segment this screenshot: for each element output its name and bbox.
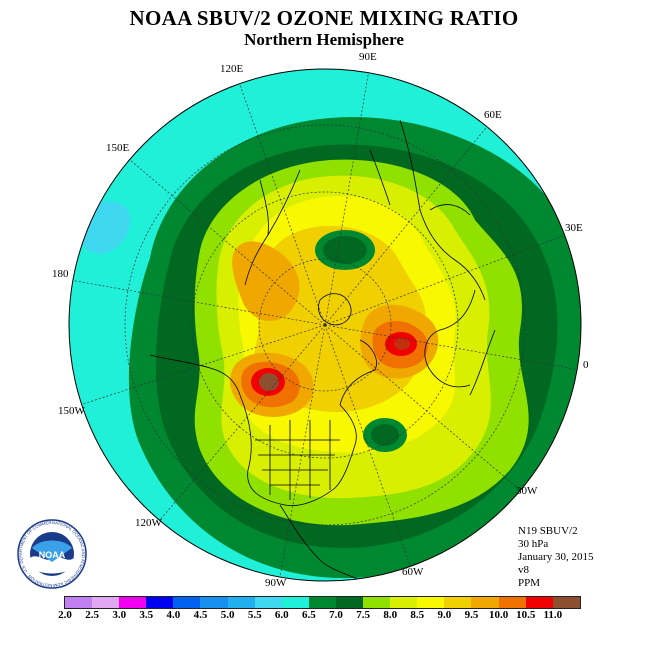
colorbar-tick-label: 5.0 bbox=[220, 609, 235, 621]
contour-11-0-east bbox=[394, 338, 410, 350]
colorbar-swatch bbox=[471, 597, 499, 608]
version-label: v8 bbox=[518, 564, 529, 576]
colorbar-tick-label: 6.5 bbox=[302, 609, 316, 621]
contour-11-0-west bbox=[259, 373, 279, 391]
colorbar-swatch bbox=[119, 597, 147, 608]
graticule bbox=[69, 69, 581, 578]
colorbar-swatch bbox=[417, 597, 445, 608]
colorbar-tick-label: 3.0 bbox=[112, 609, 127, 621]
colorbar-swatch bbox=[173, 597, 201, 608]
lon-label-150e: 150E bbox=[106, 142, 130, 154]
colorbar-swatch bbox=[363, 597, 391, 608]
date-label: January 30, 2015 bbox=[518, 551, 594, 563]
colorbar-tick-label: 11.0 bbox=[543, 609, 563, 621]
lon-label-60w: 60W bbox=[402, 566, 424, 578]
map-subtitle: Northern Hemisphere bbox=[244, 30, 404, 49]
colorbar-tick-label: 9.5 bbox=[464, 609, 479, 621]
pressure-label: 30 hPa bbox=[518, 538, 549, 550]
colorbar-tick-label: 10.0 bbox=[488, 609, 509, 621]
lon-label-150w: 150W bbox=[58, 405, 85, 417]
colorbar-swatch bbox=[390, 597, 418, 608]
colorbar-swatch bbox=[308, 597, 336, 608]
colorbar-tick-label: 8.5 bbox=[410, 609, 425, 621]
colorbar-swatch bbox=[498, 597, 526, 608]
lon-label-0: 0 bbox=[583, 359, 589, 371]
colorbar-swatch bbox=[146, 597, 174, 608]
colorbar-tick-label: 5.5 bbox=[247, 609, 262, 621]
contour-low-south-core bbox=[371, 424, 399, 446]
noaa-logo: NOAA NATIONAL OCEANIC AND ATMOSPHERIC AD… bbox=[16, 518, 87, 589]
colorbar-swatch bbox=[552, 597, 580, 608]
map-title: NOAA SBUV/2 OZONE MIXING RATIO bbox=[129, 6, 519, 30]
lon-label-90w: 90W bbox=[265, 577, 287, 589]
contour-low-north-core bbox=[323, 236, 367, 264]
lon-label-90e: 90E bbox=[359, 51, 377, 63]
lon-label-120w: 120W bbox=[135, 517, 162, 529]
colorbar-swatch bbox=[335, 597, 364, 608]
colorbar-tick-label: 6.0 bbox=[274, 609, 289, 621]
colorbar-tick-label: 8.0 bbox=[383, 609, 398, 621]
colorbar-swatch bbox=[525, 597, 553, 608]
info-block: N19 SBUV/2 30 hPa January 30, 2015 v8 PP… bbox=[518, 525, 593, 590]
colorbar-tick-label: 9.0 bbox=[437, 609, 452, 621]
lon-label-120e: 120E bbox=[220, 63, 244, 75]
colorbar bbox=[64, 596, 581, 609]
colorbar-swatch bbox=[92, 597, 120, 608]
colorbar-tick-label: 2.5 bbox=[85, 609, 99, 621]
ozone-field bbox=[69, 69, 581, 581]
lon-label-180: 180 bbox=[52, 268, 69, 280]
colorbar-tick-label: 3.5 bbox=[139, 609, 154, 621]
colorbar-tick-label: 4.0 bbox=[166, 609, 181, 621]
colorbar-swatch bbox=[65, 597, 93, 608]
colorbar-swatch bbox=[281, 597, 309, 608]
colorbar-swatch bbox=[200, 597, 228, 608]
instrument-label: N19 SBUV/2 bbox=[518, 525, 578, 537]
map-border bbox=[68, 68, 582, 582]
colorbar-tick-label: 4.5 bbox=[193, 609, 208, 621]
lon-label-30w: 30W bbox=[516, 485, 538, 497]
colorbar-swatch bbox=[227, 597, 255, 608]
coastlines bbox=[149, 119, 496, 581]
colorbar-tick-label: 7.0 bbox=[329, 609, 343, 621]
colorbar-swatch bbox=[444, 597, 472, 608]
colorbar-tick-label: 7.5 bbox=[356, 609, 370, 621]
lon-label-30e: 30E bbox=[565, 222, 583, 234]
lon-label-60e: 60E bbox=[484, 109, 502, 121]
colorbar-swatch bbox=[254, 597, 282, 608]
noaa-logo-text: NOAA bbox=[39, 550, 66, 560]
colorbar-tick-label: 2.0 bbox=[58, 609, 72, 621]
units-label: PPM bbox=[518, 577, 541, 589]
colorbar-tick-label: 10.5 bbox=[516, 609, 536, 621]
contour-9-5 bbox=[232, 241, 300, 322]
